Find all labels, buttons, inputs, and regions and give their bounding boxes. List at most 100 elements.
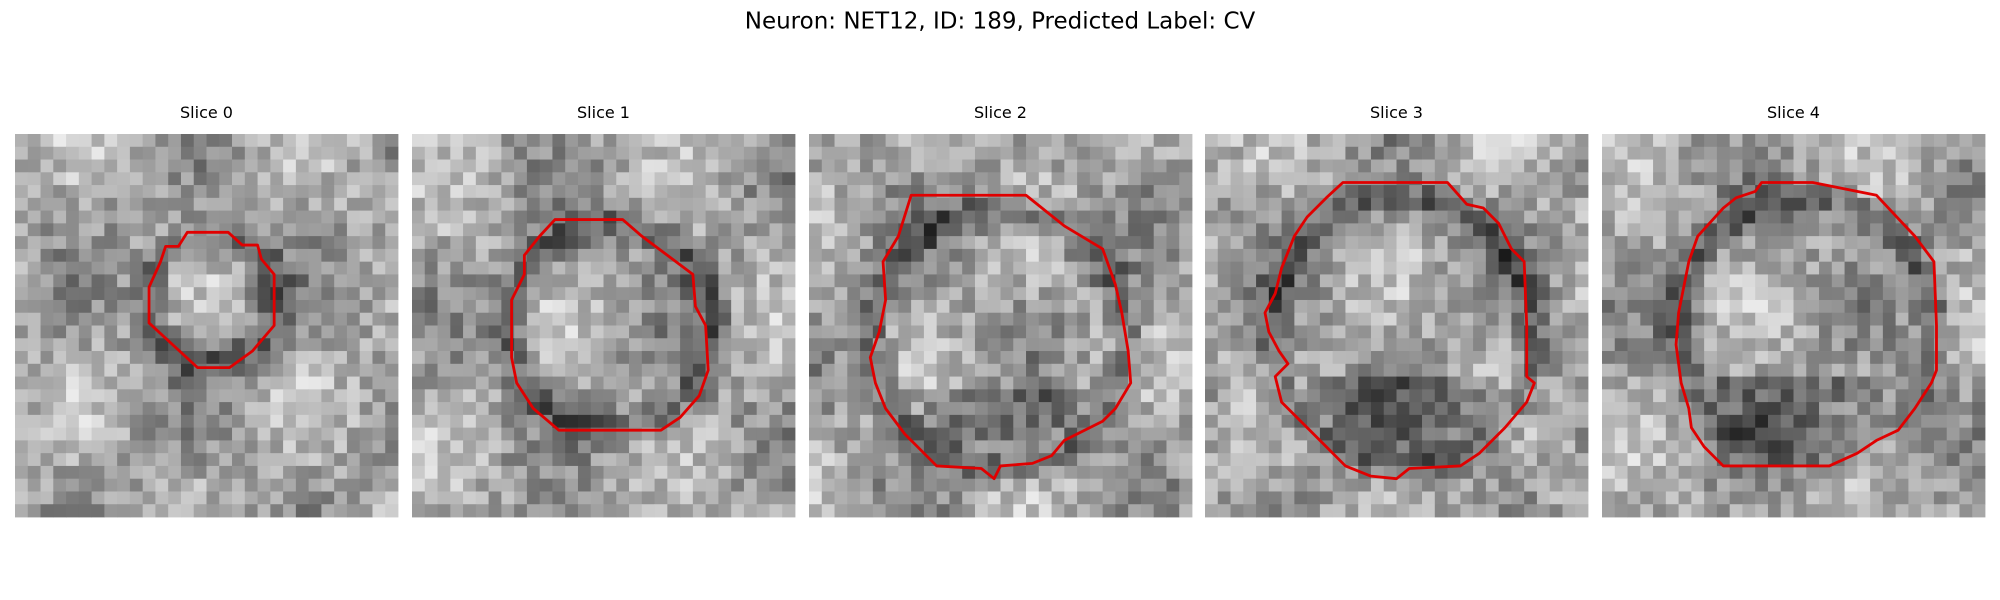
pixel xyxy=(129,134,144,148)
pixel xyxy=(1665,261,1679,275)
contour-line xyxy=(147,230,276,370)
pixel xyxy=(1485,402,1500,416)
pixel xyxy=(15,197,29,211)
pixel xyxy=(514,172,528,186)
pixel xyxy=(1473,504,1487,518)
pixel xyxy=(769,287,783,301)
pixel xyxy=(1153,325,1167,339)
pixel xyxy=(692,478,707,492)
pixel xyxy=(1153,172,1167,186)
pixel xyxy=(450,210,464,224)
pixel xyxy=(1485,389,1500,403)
pixel xyxy=(654,172,668,186)
pixel xyxy=(1959,440,1973,454)
pixel xyxy=(1434,427,1448,441)
pixel xyxy=(168,440,182,454)
pixel xyxy=(552,325,566,339)
pixel xyxy=(1370,248,1385,263)
pixel xyxy=(987,197,1001,211)
pixel xyxy=(1026,427,1040,441)
pixel xyxy=(847,299,861,314)
pixel xyxy=(1307,453,1321,467)
pixel xyxy=(104,414,118,429)
pixel xyxy=(40,312,54,326)
pixel xyxy=(1946,478,1960,492)
pixel xyxy=(488,504,502,518)
pixel xyxy=(91,236,105,250)
pixel xyxy=(1908,274,1922,288)
pixel xyxy=(526,504,541,518)
pixel xyxy=(385,453,399,467)
pixel xyxy=(1332,351,1346,365)
pixel xyxy=(1332,223,1346,237)
pixel xyxy=(526,210,541,224)
pixel xyxy=(1370,223,1385,237)
pixel xyxy=(821,491,835,505)
pixel xyxy=(1691,146,1705,160)
pixel xyxy=(1498,440,1512,454)
pixel xyxy=(705,325,719,339)
pixel xyxy=(1793,376,1807,390)
pixel xyxy=(359,134,373,148)
pixel xyxy=(552,146,566,160)
pixel xyxy=(1447,287,1461,301)
pixel xyxy=(66,414,80,429)
pixel xyxy=(1460,414,1474,429)
pixel xyxy=(847,210,861,224)
pixel xyxy=(1051,159,1065,173)
pixel xyxy=(1089,402,1104,416)
pixel xyxy=(1972,351,1986,365)
pixel xyxy=(514,402,528,416)
pixel xyxy=(1882,338,1897,352)
pixel xyxy=(206,134,220,148)
pixel xyxy=(1243,376,1257,390)
pixel xyxy=(590,414,604,429)
pixel xyxy=(974,491,989,505)
pixel xyxy=(1013,478,1027,492)
pixel xyxy=(1332,363,1346,377)
pixel xyxy=(104,389,118,403)
pixel xyxy=(1013,363,1027,377)
pixel xyxy=(1524,223,1538,237)
pixel xyxy=(372,223,386,237)
pixel xyxy=(1602,325,1616,339)
pixel xyxy=(270,312,284,326)
pixel xyxy=(1653,197,1667,211)
pixel xyxy=(987,210,1001,224)
pixel xyxy=(1716,338,1731,352)
pixel xyxy=(295,236,310,250)
pixel xyxy=(782,299,796,314)
pixel xyxy=(346,363,361,377)
pixel xyxy=(1000,172,1014,186)
pixel xyxy=(1716,465,1731,480)
pixel xyxy=(142,248,156,263)
pixel xyxy=(974,248,989,263)
pixel xyxy=(872,363,886,377)
pixel xyxy=(142,185,156,199)
pixel xyxy=(1755,261,1769,275)
pixel xyxy=(244,376,258,390)
pixel xyxy=(104,351,118,365)
pixel xyxy=(898,440,912,454)
pixel xyxy=(514,414,528,429)
pixel xyxy=(321,134,335,148)
pixel xyxy=(1115,274,1129,288)
pixel xyxy=(1933,236,1948,250)
pixel xyxy=(66,389,80,403)
pixel xyxy=(1562,504,1576,518)
pixel xyxy=(1524,236,1538,250)
pixel xyxy=(1294,376,1308,390)
pixel xyxy=(346,376,361,390)
pixel xyxy=(1128,134,1142,148)
pixel xyxy=(1460,159,1474,173)
pixel xyxy=(1665,491,1679,505)
pixel xyxy=(1485,312,1500,326)
pixel xyxy=(1729,185,1743,199)
pixel xyxy=(463,274,477,288)
pixel xyxy=(180,478,195,492)
pixel xyxy=(1307,478,1321,492)
pixel xyxy=(1434,453,1448,467)
pixel xyxy=(1166,504,1180,518)
pixel xyxy=(1422,491,1436,505)
pixel xyxy=(1921,210,1935,224)
